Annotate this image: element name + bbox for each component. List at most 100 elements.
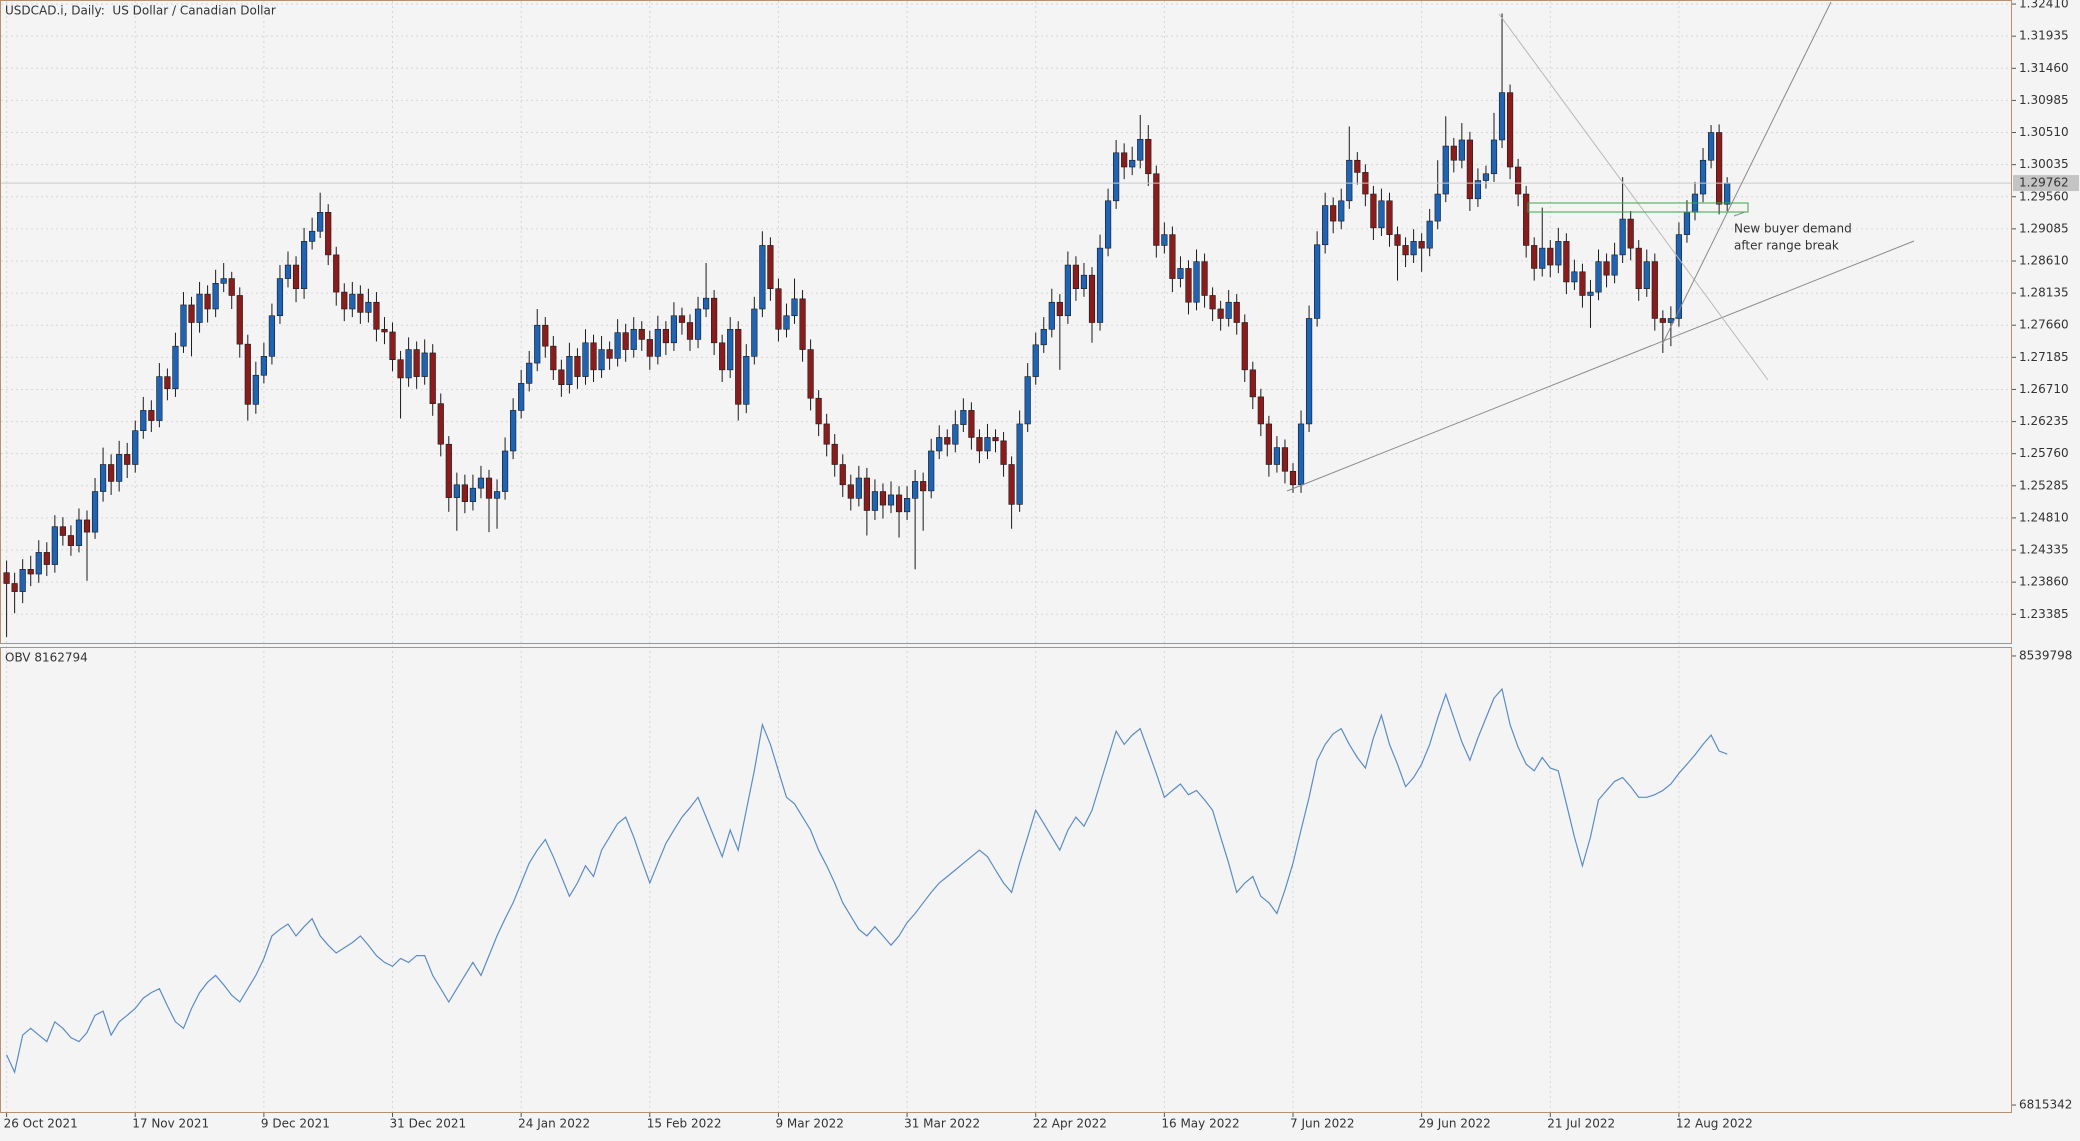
candle-body: [43, 552, 50, 565]
candle-body: [59, 526, 66, 536]
candle-body: [550, 345, 557, 371]
candle-body: [1466, 139, 1473, 200]
last-price-label: 1.29762: [2019, 176, 2069, 190]
candle-body: [1595, 261, 1602, 293]
candle-body: [984, 437, 991, 452]
candle-body: [477, 477, 485, 489]
candle-body: [397, 359, 404, 379]
candle-body: [373, 301, 380, 330]
candle-body: [1651, 261, 1658, 319]
candle-body: [164, 376, 171, 390]
y-tick-label: 1.23860: [2019, 575, 2069, 589]
candle-body: [1611, 254, 1618, 276]
candle-body: [510, 410, 517, 452]
y-tick-label: 1.26710: [2019, 382, 2069, 396]
candle-body: [1024, 376, 1031, 425]
candle-body: [1040, 328, 1047, 346]
y-tick-label: 1.27660: [2019, 318, 2069, 332]
candle-body: [928, 450, 935, 492]
candle-body: [783, 315, 790, 330]
candle-body: [670, 315, 678, 344]
candle-body: [799, 298, 806, 350]
candle-body: [944, 437, 951, 445]
candle-body: [678, 315, 686, 323]
candle-body: [1515, 166, 1522, 195]
candle-body: [1016, 423, 1023, 505]
candle-body: [518, 383, 525, 411]
candle-body: [727, 328, 734, 371]
obv-line: [6, 687, 1728, 1074]
indicator-title: OBV 8162794: [5, 651, 88, 665]
y-tick-label: 8539798: [2019, 648, 2072, 662]
candle-body: [1523, 193, 1530, 246]
candle-body: [526, 362, 533, 384]
y-tick-label: 1.32410: [2019, 0, 2069, 11]
candle-body: [349, 293, 356, 310]
candle-body: [325, 212, 332, 256]
candle-body: [1699, 159, 1707, 195]
candle-body: [1683, 212, 1691, 235]
candle-body: [1635, 247, 1642, 290]
candle-body: [27, 569, 34, 575]
y-tick-label: 1.29560: [2019, 189, 2069, 203]
candle-body: [912, 481, 919, 499]
candle-body: [879, 491, 887, 506]
candle-body: [204, 293, 211, 310]
candle-body: [638, 328, 645, 340]
candle-body: [1281, 447, 1289, 472]
candle-body: [389, 331, 396, 361]
candle-body: [1579, 271, 1586, 296]
candle-body: [1209, 295, 1216, 310]
candle-body: [3, 572, 10, 584]
candle-body: [1249, 369, 1256, 398]
candle-body: [1458, 139, 1465, 161]
candle-body: [220, 278, 227, 284]
candle-body: [51, 526, 58, 565]
candle-body: [1104, 200, 1112, 249]
candle-body: [1434, 193, 1441, 222]
candle-body: [236, 295, 243, 345]
candle-body: [108, 464, 115, 482]
candle-body: [11, 583, 18, 592]
x-tick-label: 21 Jul 2022: [1547, 1117, 1615, 1131]
candle-body: [83, 519, 91, 533]
trend-line: [1661, 1, 1832, 346]
x-tick-label: 9 Dec 2021: [261, 1117, 330, 1131]
candle-body: [172, 345, 179, 390]
candle-body: [1531, 245, 1538, 269]
candle-body: [1145, 138, 1152, 175]
y-tick-label: 1.26235: [2019, 414, 2069, 428]
candle-body: [614, 332, 621, 359]
candle-body: [35, 552, 42, 575]
candle-body: [317, 212, 324, 232]
candle-body: [1064, 264, 1071, 317]
candle-body: [1048, 301, 1055, 330]
candle-body: [582, 342, 589, 377]
candle-body: [1482, 173, 1490, 181]
trend-line: [1498, 13, 1769, 381]
candle-body: [116, 454, 123, 482]
y-tick-label: 1.29085: [2019, 221, 2069, 235]
y-tick-label: 1.31935: [2019, 29, 2069, 43]
candle-body: [1330, 205, 1337, 222]
candle-body: [1587, 291, 1594, 296]
candle-body: [1153, 173, 1160, 246]
candle-body: [968, 410, 975, 438]
candle-body: [1410, 241, 1417, 256]
candle-body: [542, 324, 549, 347]
candle-body: [976, 437, 983, 452]
candle-body: [429, 352, 436, 404]
y-tick-label: 1.30035: [2019, 157, 2069, 171]
candle-body: [823, 423, 830, 445]
candle-body: [1643, 261, 1650, 290]
candle-body: [1547, 247, 1554, 266]
candle-body: [300, 241, 308, 290]
candle-body: [365, 301, 372, 313]
y-tick-label: 1.30510: [2019, 125, 2069, 139]
annotation-pointer: [1733, 211, 1746, 217]
candle-body: [807, 349, 814, 399]
candle-body: [196, 293, 203, 323]
candle-body: [132, 430, 139, 465]
